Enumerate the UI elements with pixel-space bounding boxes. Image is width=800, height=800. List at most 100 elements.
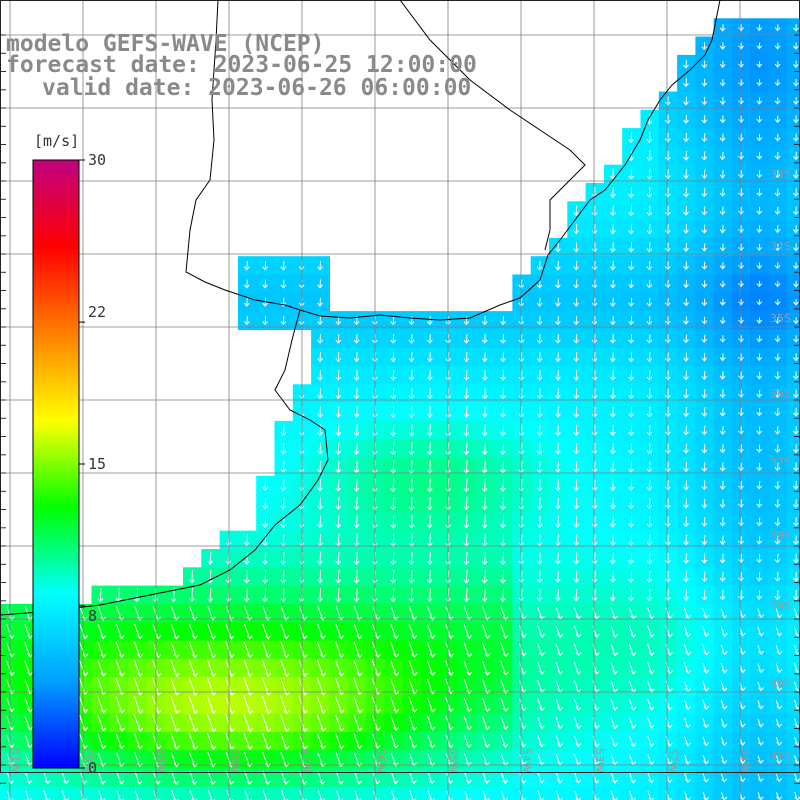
wind-arrow (685, 316, 687, 325)
wind-arrow (795, 206, 797, 215)
wind-arrow (775, 608, 780, 618)
wind-arrow (777, 462, 779, 471)
wind-arrow-head (701, 375, 708, 381)
wind-arrow-head (390, 451, 396, 456)
wind-arrow-head (463, 376, 470, 381)
wind-arrow (575, 442, 578, 454)
wind-arrow-head (448, 634, 454, 640)
wind-arrow-head (792, 540, 799, 545)
wind-arrow (337, 478, 340, 491)
wind-arrow (319, 552, 322, 565)
wind-arrow (795, 389, 797, 398)
wind-arrow (335, 606, 342, 621)
wind-arrow-head (374, 762, 381, 767)
wind-arrow (465, 424, 468, 436)
wind-arrow-head (648, 779, 655, 784)
wind-arrow (757, 681, 762, 691)
wind-arrow (390, 771, 397, 784)
wind-arrow-head (536, 560, 543, 565)
wind-arrow-head (591, 230, 598, 235)
wind-arrow-head (685, 797, 691, 800)
wind-arrow-head (756, 393, 763, 398)
wind-arrow (152, 641, 159, 658)
wind-arrow (793, 699, 799, 710)
wind-arrow-head (719, 449, 726, 454)
wind-arrow (500, 642, 507, 657)
wind-arrow-head (793, 27, 799, 32)
wind-arrow-head (463, 579, 470, 584)
wind-speed-cell (750, 786, 770, 800)
wind-arrow (795, 444, 797, 453)
wind-arrow (703, 243, 706, 251)
wind-arrow (795, 589, 797, 600)
wind-arrow (685, 480, 687, 490)
wind-arrow (555, 754, 561, 765)
wind-speed-cell (384, 786, 404, 800)
wind-arrow-head (738, 174, 744, 179)
wind-arrow (648, 334, 651, 343)
wind-arrow (720, 663, 726, 673)
wind-arrow-head (554, 597, 561, 602)
wind-arrow-head (466, 653, 473, 658)
wind-arrow-head (774, 319, 781, 324)
wind-arrow-head (756, 100, 763, 105)
wind-arrow (484, 515, 486, 528)
wind-arrow (685, 516, 687, 527)
wind-arrow (722, 151, 724, 160)
wind-arrow-head (701, 101, 708, 106)
wind-arrow (594, 352, 596, 362)
wind-arrow-head (283, 672, 290, 678)
wind-arrow-head (793, 338, 799, 343)
wind-arrow-head (609, 597, 616, 602)
wind-arrow-head (646, 413, 653, 418)
wind-arrow-head (609, 248, 616, 253)
longitude-label: 54W (520, 748, 533, 773)
wind-arrow-head (392, 762, 399, 767)
wind-arrow-head (335, 579, 342, 584)
wind-arrow-head (646, 505, 653, 510)
wind-arrow (648, 552, 651, 564)
wind-arrow (793, 644, 799, 655)
wind-arrow (610, 662, 616, 674)
wind-arrow (356, 587, 358, 602)
wind-arrow-head (502, 616, 509, 621)
latitude-label: 39S (770, 600, 791, 613)
wind-arrow (612, 279, 614, 288)
wind-arrow-head (628, 486, 634, 491)
wind-arrow (539, 406, 541, 418)
wind-arrow-head (426, 321, 433, 326)
wind-arrow (612, 479, 614, 491)
wind-arrow (337, 388, 340, 399)
wind-arrow (24, 624, 31, 639)
wind-arrow (170, 695, 178, 714)
wind-arrow (594, 406, 596, 417)
wind-arrow-head (539, 652, 545, 657)
wind-arrow (246, 316, 248, 325)
wind-arrow (667, 205, 669, 216)
wind-arrow (775, 626, 780, 637)
wind-arrow (648, 261, 651, 270)
wind-arrow (647, 772, 652, 783)
wind-speed-cell (786, 768, 800, 788)
wind-arrow-head (408, 358, 415, 363)
wind-arrow-head (738, 301, 744, 306)
wind-arrow (6, 697, 13, 712)
wind-arrow (537, 717, 543, 729)
wind-arrow-head (466, 708, 473, 713)
wind-arrow-head (701, 247, 708, 252)
wind-arrow (519, 772, 524, 784)
wind-speed-cell (786, 677, 800, 696)
wind-arrow-head (82, 653, 88, 658)
wind-arrow (319, 497, 322, 510)
wind-arrow-head (555, 413, 561, 418)
wind-arrow-head (536, 376, 543, 381)
wind-arrow (6, 772, 12, 784)
wind-arrow-head (721, 796, 728, 800)
wind-arrow (353, 641, 361, 658)
wind-arrow (722, 571, 724, 582)
wind-arrow (390, 624, 397, 639)
wind-arrow-head (573, 339, 580, 344)
wind-arrow (429, 316, 431, 325)
wind-arrow (97, 659, 104, 677)
